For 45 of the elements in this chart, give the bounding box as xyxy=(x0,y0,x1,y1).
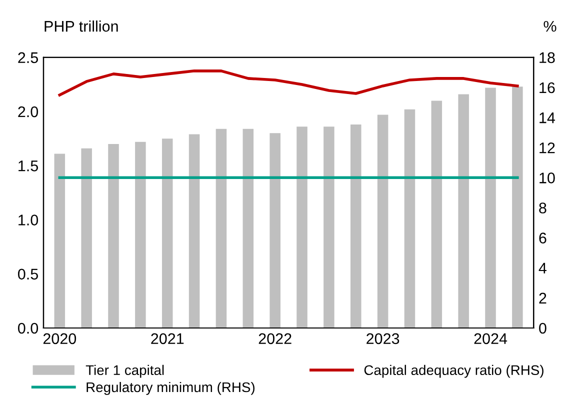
bar xyxy=(485,88,496,328)
y2-tick-label: 0 xyxy=(539,322,546,334)
legend-label: Tier 1 capital xyxy=(86,364,164,378)
bar xyxy=(324,126,334,328)
y2-tick-label: 16 xyxy=(540,82,555,94)
legend-label: Regulatory minimum (RHS) xyxy=(86,382,254,395)
bar xyxy=(270,133,280,328)
y2-tick-label: 8 xyxy=(539,202,546,214)
y2-tick-label: 6 xyxy=(539,232,546,244)
bar xyxy=(404,109,416,328)
bar xyxy=(216,128,227,328)
y2-tick-label: 18 xyxy=(540,52,555,64)
y-axis-title: PHP trillion xyxy=(44,20,118,32)
bar xyxy=(162,138,173,328)
line-series xyxy=(58,70,519,96)
x-tick-label: 2024 xyxy=(474,333,508,344)
bar xyxy=(108,144,119,328)
x-tick-label: 2022 xyxy=(258,333,292,344)
y2-tick-label: 12 xyxy=(540,142,555,154)
y-tick-label: 2.5 xyxy=(18,52,38,64)
bar xyxy=(350,124,362,328)
x-tick-label: 2021 xyxy=(151,333,184,344)
bar xyxy=(81,148,92,328)
y-tick-label: 0.0 xyxy=(18,322,38,334)
y-tick-label: 0.5 xyxy=(18,268,38,280)
bar xyxy=(242,128,254,328)
bar xyxy=(458,94,469,328)
y2-tick-label: 10 xyxy=(540,172,555,184)
y2-tick-label: 2 xyxy=(539,292,546,304)
legend-label: Capital adequacy ratio (RHS) xyxy=(364,364,544,378)
x-tick-label: 2023 xyxy=(366,333,400,344)
x-tick-label: 2020 xyxy=(43,333,76,344)
y2-axis-title: % xyxy=(544,20,556,32)
bar xyxy=(135,142,146,328)
bar xyxy=(188,134,200,328)
y2-tick-label: 14 xyxy=(540,112,556,124)
bar xyxy=(296,126,308,328)
y2-tick-label: 4 xyxy=(538,262,547,274)
y-tick-label: 1.0 xyxy=(18,214,38,226)
y-tick-label: 1.5 xyxy=(18,160,38,172)
bar xyxy=(377,114,388,328)
bar xyxy=(512,86,523,328)
y-tick-label: 2.0 xyxy=(18,106,38,118)
bar xyxy=(431,100,442,328)
bar xyxy=(54,154,66,328)
